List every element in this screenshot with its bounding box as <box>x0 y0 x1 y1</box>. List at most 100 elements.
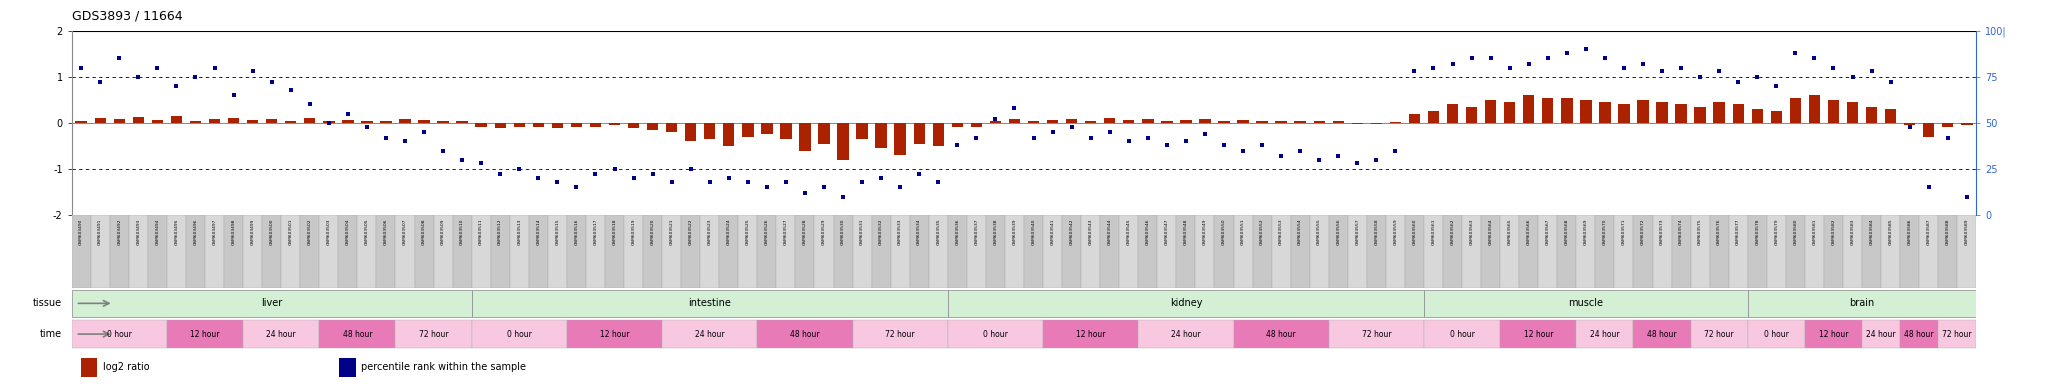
Text: GSM603533: GSM603533 <box>899 219 903 245</box>
Bar <box>1143 119 1153 123</box>
Text: GSM603589: GSM603589 <box>1964 219 1968 245</box>
Bar <box>129 215 147 288</box>
Text: kidney: kidney <box>1169 298 1202 308</box>
Text: GSM603569: GSM603569 <box>1583 219 1587 245</box>
Bar <box>324 121 334 123</box>
Point <box>1626 61 1659 67</box>
Point <box>979 116 1012 122</box>
Bar <box>891 215 909 288</box>
Point <box>788 190 821 196</box>
Bar <box>1747 215 1767 288</box>
Point <box>1475 55 1507 61</box>
Bar <box>874 123 887 148</box>
Bar <box>1176 215 1196 288</box>
Text: GSM603579: GSM603579 <box>1774 219 1778 245</box>
Bar <box>209 119 221 123</box>
Bar <box>567 320 662 348</box>
Point <box>1493 65 1526 71</box>
Text: GSM603509: GSM603509 <box>440 219 444 245</box>
Bar <box>72 215 90 288</box>
Point <box>1892 124 1925 130</box>
Bar <box>1311 215 1329 288</box>
Bar <box>1942 123 1954 127</box>
Bar <box>758 215 776 288</box>
Text: GSM603545: GSM603545 <box>1126 219 1130 245</box>
Point <box>178 74 211 80</box>
Bar <box>301 215 319 288</box>
Bar <box>662 320 758 348</box>
Bar <box>1581 100 1591 123</box>
Point <box>504 166 537 172</box>
Bar <box>1485 100 1497 123</box>
Point <box>1647 68 1679 74</box>
Text: GSM603506: GSM603506 <box>383 219 387 245</box>
Bar <box>1386 215 1405 288</box>
Point <box>750 184 782 190</box>
Bar <box>1233 215 1253 288</box>
Text: GSM603584: GSM603584 <box>1870 219 1874 245</box>
Text: 0 hour: 0 hour <box>1763 329 1788 339</box>
Bar <box>72 320 168 348</box>
Point <box>1341 161 1374 167</box>
Text: 48 hour: 48 hour <box>342 329 373 339</box>
Text: GSM603536: GSM603536 <box>954 219 958 245</box>
Text: GDS3893 / 11664: GDS3893 / 11664 <box>72 10 182 23</box>
Bar <box>1010 119 1020 123</box>
Bar <box>834 215 852 288</box>
Bar <box>551 123 563 128</box>
Point <box>655 179 688 185</box>
Bar <box>1710 215 1729 288</box>
Bar <box>1577 320 1634 348</box>
Bar <box>111 215 129 288</box>
Bar <box>1747 290 1976 317</box>
Text: GSM603566: GSM603566 <box>1526 219 1530 245</box>
Point <box>236 68 268 74</box>
Text: GSM603581: GSM603581 <box>1812 219 1817 245</box>
Text: GSM603517: GSM603517 <box>594 219 598 245</box>
Text: GSM603541: GSM603541 <box>1051 219 1055 245</box>
Bar <box>1180 120 1192 123</box>
Point <box>1817 65 1849 71</box>
Bar <box>223 215 244 288</box>
Bar <box>909 215 928 288</box>
Point <box>864 175 897 181</box>
Text: 24 hour: 24 hour <box>694 329 725 339</box>
Bar <box>475 123 487 127</box>
Text: GSM603574: GSM603574 <box>1679 219 1683 245</box>
Text: GSM603502: GSM603502 <box>307 219 311 245</box>
Bar <box>1042 320 1139 348</box>
Bar <box>152 120 164 123</box>
Point <box>1188 131 1221 137</box>
Bar <box>528 215 547 288</box>
Point <box>1589 55 1622 61</box>
Text: GSM603495: GSM603495 <box>174 219 178 245</box>
Text: GSM603563: GSM603563 <box>1470 219 1475 245</box>
Bar <box>799 123 811 151</box>
Bar <box>147 215 168 288</box>
Point <box>313 120 346 126</box>
Point <box>1094 129 1126 135</box>
Bar <box>1024 215 1042 288</box>
Text: muscle: muscle <box>1569 298 1604 308</box>
Point <box>1169 138 1202 144</box>
Bar <box>776 215 795 288</box>
Bar <box>113 119 125 123</box>
Text: GSM603546: GSM603546 <box>1145 219 1149 245</box>
Bar <box>547 215 567 288</box>
Bar <box>94 118 106 123</box>
Point <box>1130 134 1163 141</box>
Text: GSM603516: GSM603516 <box>573 219 578 245</box>
Bar <box>1634 215 1653 288</box>
Point <box>1112 138 1145 144</box>
Bar <box>72 290 471 317</box>
Bar <box>1370 123 1382 124</box>
Bar <box>395 215 414 288</box>
Bar <box>1157 215 1176 288</box>
Text: GSM603548: GSM603548 <box>1184 219 1188 245</box>
Bar <box>1276 121 1286 123</box>
Bar <box>985 215 1006 288</box>
Bar <box>319 215 338 288</box>
Bar <box>82 358 98 377</box>
Bar <box>989 121 1001 123</box>
Point <box>1913 184 1946 190</box>
